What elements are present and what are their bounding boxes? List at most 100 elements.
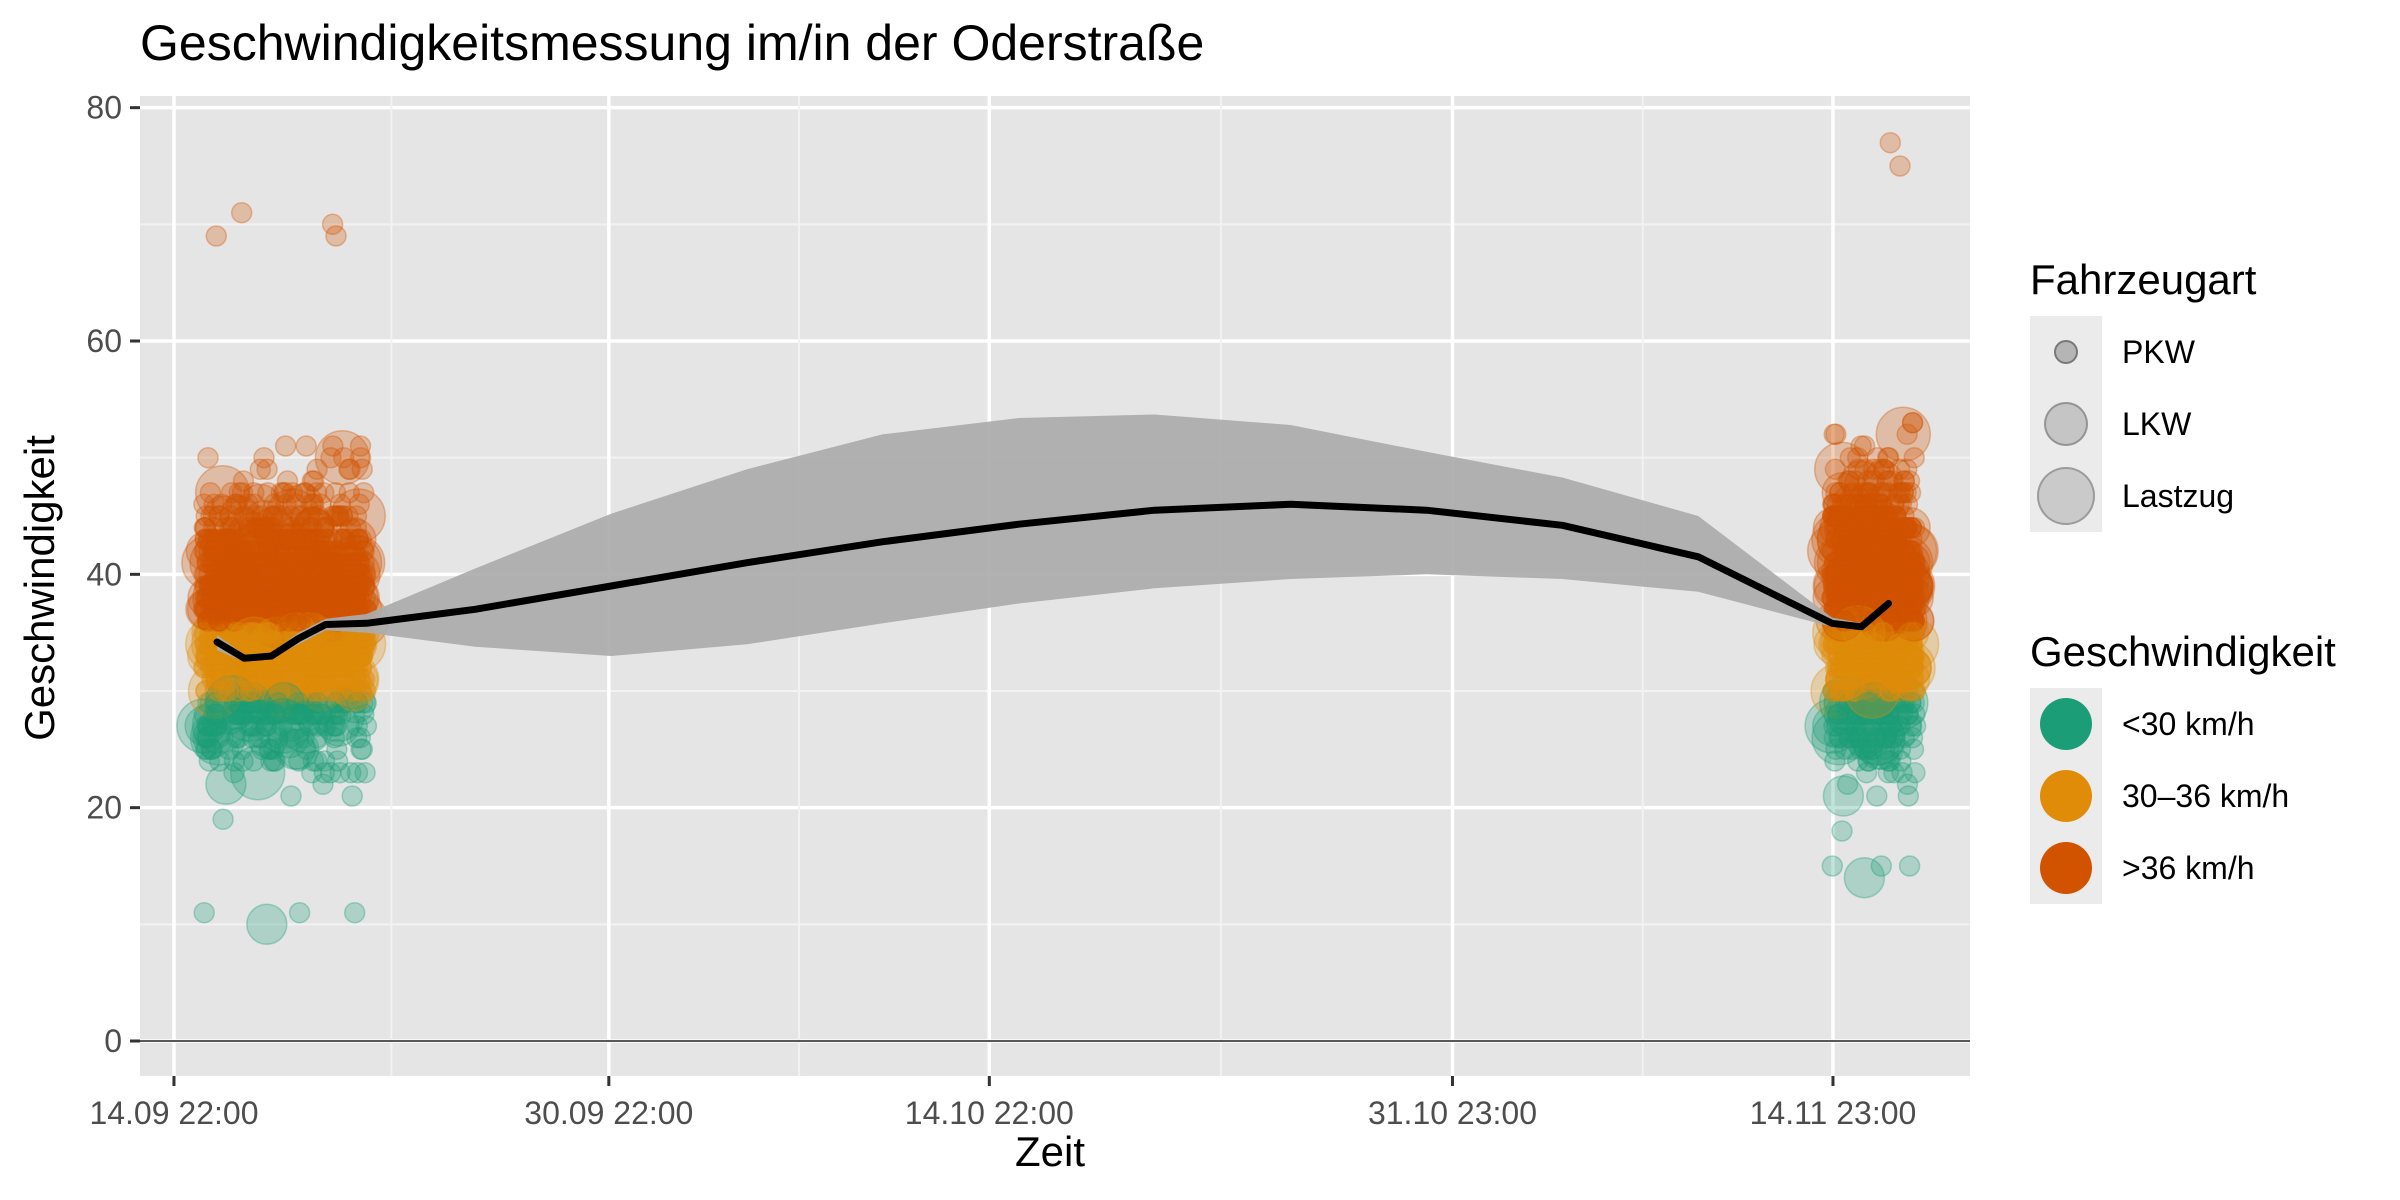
data-point-2-765 — [1898, 855, 1921, 877]
data-point-1-665 — [251, 588, 293, 631]
data-point-1-29 — [258, 610, 281, 632]
data-point-1-820 — [308, 575, 330, 597]
data-point-1-77 — [194, 563, 217, 586]
data-point-1-722 — [263, 575, 285, 597]
data-point-1-423 — [312, 645, 334, 667]
data-point-1-842 — [220, 686, 277, 743]
data-point-1-134 — [346, 575, 369, 597]
data-point-1-455 — [330, 575, 352, 597]
data-point-1-415 — [345, 726, 368, 749]
data-point-1-770 — [274, 530, 317, 572]
data-point-1-491 — [226, 680, 249, 702]
data-point-1-157 — [306, 726, 328, 749]
data-point-1-283 — [288, 750, 310, 772]
data-point-1-1482 — [337, 505, 359, 527]
data-point-1-706 — [216, 553, 258, 596]
data-point-1-870 — [310, 633, 333, 656]
data-point-1-697 — [261, 516, 283, 539]
data-point-1-738 — [271, 563, 294, 586]
data-point-1-217 — [204, 563, 227, 586]
data-point-1-495 — [346, 761, 369, 784]
data-point-1-113 — [339, 680, 362, 702]
data-point-1-1381 — [312, 516, 335, 539]
data-point-1-1471 — [338, 481, 360, 504]
data-point-1-810 — [275, 493, 297, 516]
data-point-1-3 — [315, 668, 338, 691]
data-point-1-474 — [233, 610, 256, 632]
data-point-1-694 — [276, 528, 298, 551]
data-point-1-851 — [310, 586, 333, 609]
data-point-1-746 — [243, 481, 265, 504]
data-point-1-545 — [272, 610, 294, 632]
data-point-1-721 — [337, 680, 359, 702]
data-point-1-406 — [218, 553, 261, 596]
data-point-1-1487 — [354, 633, 376, 656]
data-point-1-565 — [245, 505, 267, 527]
data-point-1-484 — [253, 528, 275, 551]
data-point-1-248 — [330, 563, 352, 586]
data-point-1-232 — [242, 598, 265, 621]
data-point-1-243 — [355, 680, 377, 702]
data-point-1-54 — [229, 565, 271, 607]
data-point-1-582 — [296, 575, 319, 597]
data-point-1-561 — [268, 621, 290, 644]
data-point-1-555 — [222, 680, 244, 702]
data-point-1-324 — [194, 530, 237, 572]
data-point-1-729 — [246, 516, 268, 539]
data-point-1-554 — [310, 668, 332, 691]
data-point-1-259 — [304, 575, 327, 597]
data-point-1-128 — [241, 563, 263, 586]
data-point-1-702 — [237, 586, 260, 609]
data-point-1-1359 — [260, 750, 282, 772]
data-point-1-676 — [256, 703, 279, 726]
data-point-1-247 — [339, 656, 362, 679]
data-point-1-1430 — [208, 726, 230, 749]
data-point-1-1455 — [220, 598, 242, 621]
data-point-1-712 — [318, 656, 340, 679]
data-point-1-578 — [335, 586, 358, 609]
data-point-1-730 — [320, 551, 343, 574]
data-point-1-96 — [301, 598, 323, 621]
data-point-1-111 — [208, 553, 251, 596]
data-point-1-501 — [200, 610, 222, 632]
data-point-1-852 — [241, 551, 263, 574]
data-point-1-295 — [325, 645, 348, 667]
data-point-1-204 — [322, 645, 344, 667]
data-point-1-795 — [305, 750, 328, 772]
data-point-1-645 — [235, 621, 257, 644]
data-point-1-475 — [196, 551, 218, 574]
data-point-1-478 — [241, 621, 264, 644]
data-point-1-396 — [244, 598, 267, 621]
data-point-1-818 — [216, 621, 239, 644]
data-point-1-323 — [251, 563, 274, 586]
data-point-1-792 — [285, 493, 308, 516]
data-point-1-133 — [222, 680, 245, 702]
data-point-2-762 — [1889, 155, 1911, 177]
data-point-1-193 — [206, 586, 229, 609]
y-tick-label: 20 — [86, 790, 122, 826]
data-point-1-651 — [330, 703, 352, 726]
data-point-1-219 — [316, 551, 338, 574]
data-point-1-426 — [235, 586, 257, 609]
data-point-1-434 — [229, 744, 286, 801]
data-point-1-206 — [257, 621, 279, 644]
data-point-1-546 — [332, 680, 355, 702]
data-point-1-701 — [198, 563, 220, 586]
data-point-1-630 — [320, 645, 343, 667]
data-point-1-550 — [239, 691, 262, 714]
data-point-1-341 — [282, 575, 304, 597]
data-point-1-213 — [285, 691, 307, 714]
data-point-1-339 — [345, 668, 367, 691]
data-point-1-727 — [262, 621, 285, 644]
data-point-1-551 — [209, 680, 231, 702]
data-point-1-784 — [264, 750, 286, 772]
data-point-1-800 — [283, 598, 305, 621]
data-point-1-35 — [217, 621, 239, 644]
data-point-1-581 — [271, 621, 293, 644]
data-point-1-649 — [350, 656, 373, 679]
data-point-2-1084 — [1861, 738, 1883, 761]
data-point-1-804 — [277, 598, 299, 621]
data-point-1-430 — [321, 213, 344, 236]
y-tick-label: 0 — [104, 1023, 122, 1059]
data-point-1-632 — [262, 575, 285, 597]
